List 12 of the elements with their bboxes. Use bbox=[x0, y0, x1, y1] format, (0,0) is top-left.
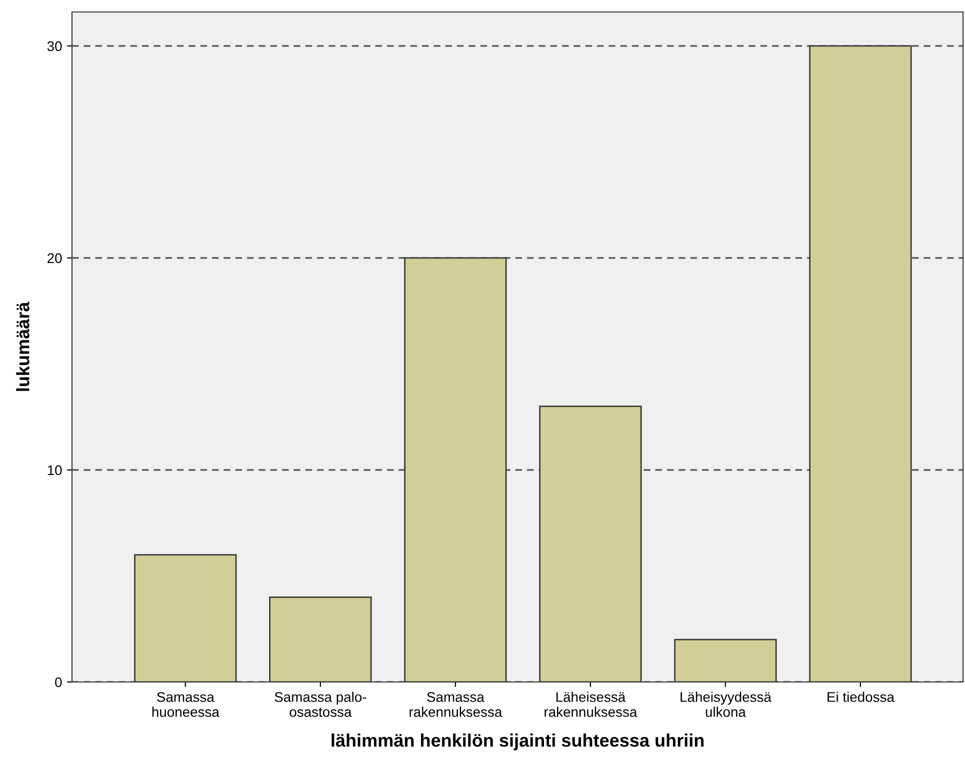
x-tick-label: Ei tiedossa bbox=[828, 692, 894, 702]
y-tick-label: 0 bbox=[55, 677, 62, 688]
x-tick-label: Samassa rakennuksessa bbox=[410, 692, 502, 717]
x-tick-label: Läheisessä rakennuksessa bbox=[544, 692, 638, 717]
x-tick-label: Samassa palo- osastossa bbox=[274, 692, 366, 717]
y-axis-title: lukumäärä bbox=[16, 302, 30, 391]
x-axis-title: lähimmän henkilön sijainti suhteessa uhriin bbox=[332, 734, 704, 750]
y-tick-label: 10 bbox=[48, 465, 62, 476]
y-tick-label: 30 bbox=[47, 41, 62, 52]
x-tick-label: Läheisyydessä ulkona bbox=[680, 692, 772, 717]
y-tick-label: 20 bbox=[48, 253, 62, 264]
x-tick-label: Samassa huoneessa bbox=[152, 692, 220, 717]
